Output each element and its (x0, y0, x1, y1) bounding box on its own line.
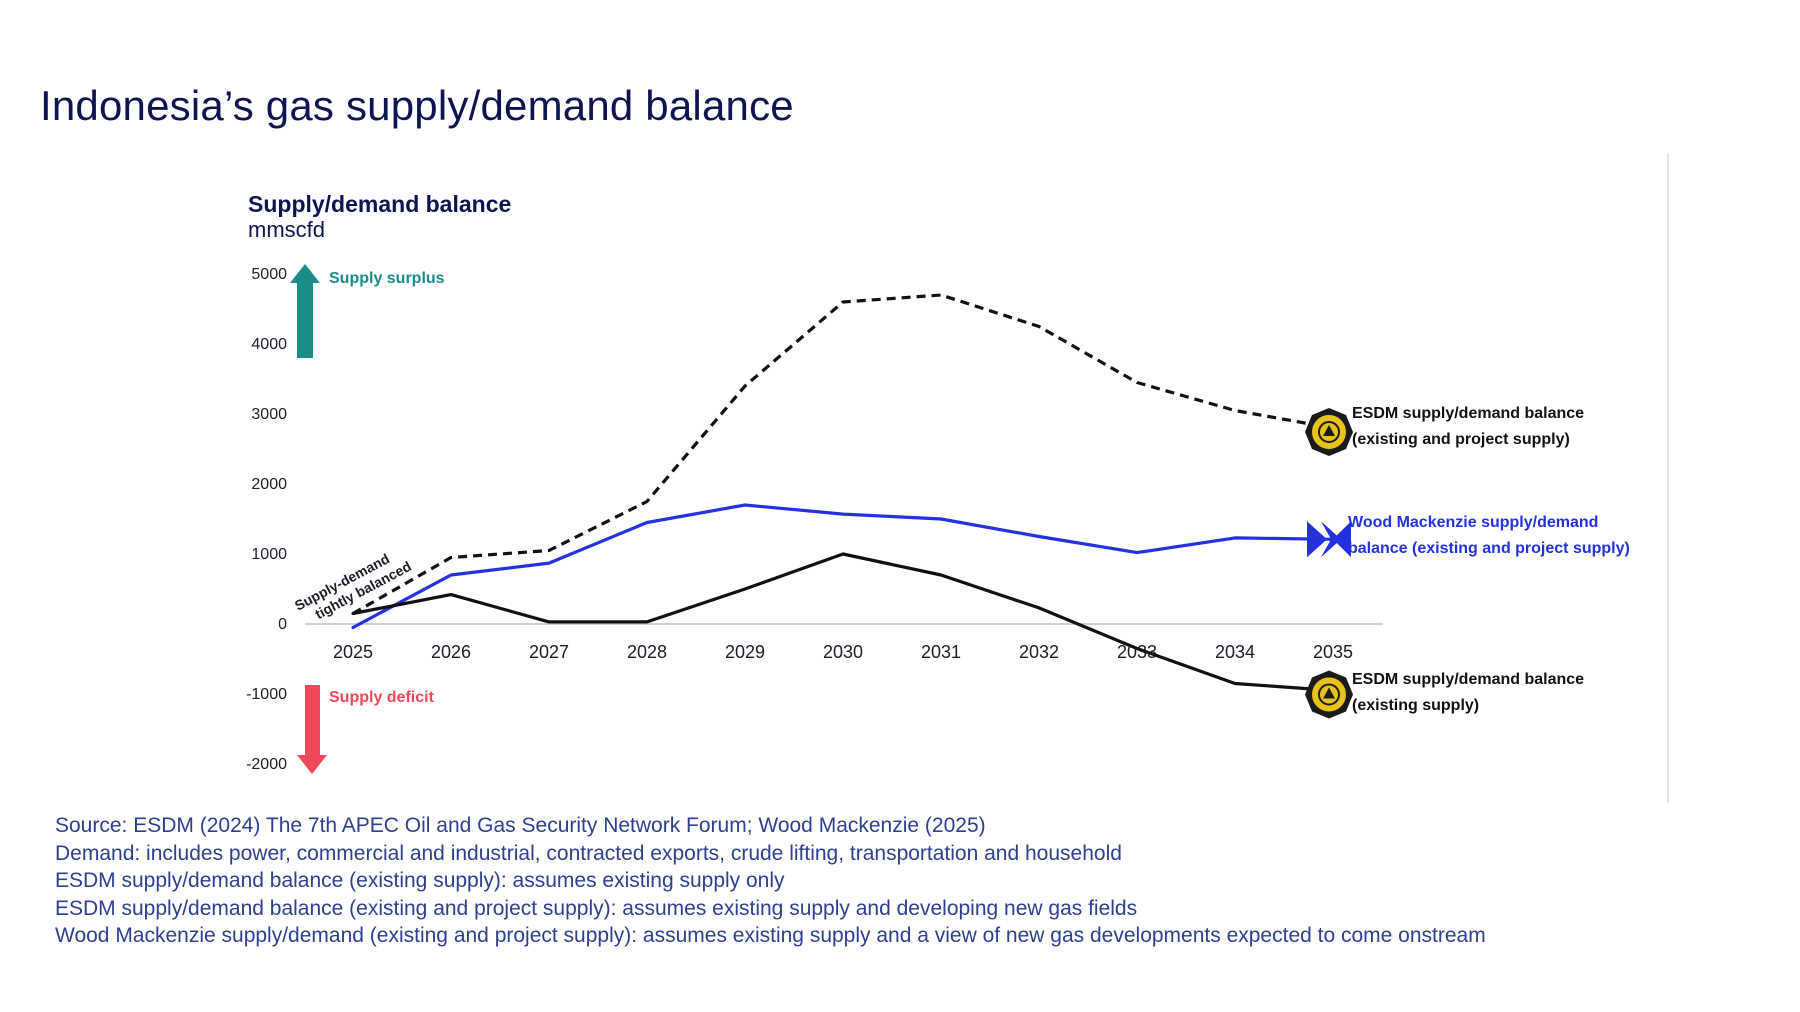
deficit-arrow-shaft (305, 685, 320, 755)
esdm-emblem-icon (1305, 408, 1353, 456)
note-woodmac: Wood Mackenzie supply/demand (existing a… (55, 924, 1486, 947)
esdm-emblem-ring (1318, 421, 1340, 443)
esdm-emblem-mark (1323, 687, 1335, 699)
y-axis-unit: mmscfd (248, 217, 325, 242)
note-esdm-project: ESDM supply/demand balance (existing and… (55, 896, 1138, 920)
source-notes: Source: ESDM (2024) The 7th APEC Oil and… (55, 812, 1486, 950)
wm-logo-mid (1321, 521, 1341, 558)
x-tick-label: 2028 (627, 642, 667, 662)
note-demand: Demand: includes power, commercial and i… (55, 841, 1122, 865)
vertical-divider (1667, 153, 1669, 803)
series-label-line1: ESDM supply/demand balance (1352, 671, 1584, 688)
note-source: Source: ESDM (2024) The 7th APEC Oil and… (55, 814, 986, 837)
series-labels: ESDM supply/demand balance (existing and … (1305, 405, 1630, 719)
deficit-arrow-head (297, 755, 327, 774)
deficit-label: Supply deficit (329, 689, 435, 706)
x-tick-label: 2032 (1019, 642, 1059, 662)
x-tick-label: 2034 (1215, 642, 1255, 662)
note-esdm-existing: ESDM supply/demand balance (existing sup… (55, 869, 785, 892)
esdm-emblem-icon (1305, 670, 1353, 719)
series-label-line2: (existing supply) (1352, 697, 1479, 714)
series-lines (351, 293, 1335, 693)
series-line (351, 503, 1335, 630)
y-tick-label: 1000 (251, 546, 287, 563)
x-tick-label: 2029 (725, 642, 765, 662)
x-tick-label: 2035 (1313, 642, 1353, 662)
surplus-label: Supply surplus (329, 270, 445, 287)
y-tick-label: 0 (278, 616, 287, 633)
annotations: Supply surplus Supply deficit Supply-deman… (290, 264, 445, 774)
series-label-line1: Wood Mackenzie supply/demand (1348, 514, 1598, 531)
esdm-emblem-ring (1318, 683, 1340, 706)
series-label-line2: balance (existing and project supply) (1348, 540, 1630, 557)
x-tick-label: 2026 (431, 642, 471, 662)
series-line (352, 293, 1334, 615)
y-tick-labels: 5000 4000 3000 2000 1000 0 -1000 -2000 (246, 266, 287, 773)
surplus-arrow-head (290, 264, 320, 283)
series-line (351, 552, 1335, 693)
x-tick-label: 2030 (823, 642, 863, 662)
y-tick-label: -1000 (246, 686, 287, 703)
x-tick-label: 2025 (333, 642, 373, 662)
wm-logo-left (1307, 521, 1327, 558)
esdm-emblem-mark (1323, 425, 1335, 436)
y-tick-label: 5000 (251, 266, 287, 283)
surplus-arrow-shaft (297, 281, 313, 358)
y-tick-label: 3000 (251, 406, 287, 423)
y-tick-label: 4000 (251, 336, 287, 353)
balance-chart: Supply/demand balance mmscfd 5000 4000 300… (246, 191, 1630, 774)
chart-title: Supply/demand balance (248, 191, 511, 217)
x-tick-label: 2027 (529, 642, 569, 662)
x-tick-label: 2033 (1117, 642, 1157, 662)
wm-logo-right (1333, 521, 1351, 558)
x-tick-labels: 2025 2026 2027 2028 2029 2030 2031 2032 2033 2034… (333, 642, 1353, 662)
y-tick-label: 2000 (251, 476, 287, 493)
y-tick-label: -2000 (246, 756, 287, 773)
page-title: Indonesia’s gas supply/demand balance (40, 82, 794, 129)
wood-mackenzie-logo-icon (1307, 521, 1351, 558)
series-label-line2: (existing and project supply) (1352, 431, 1570, 448)
x-tick-label: 2031 (921, 642, 961, 662)
series-label-line1: ESDM supply/demand balance (1352, 405, 1584, 422)
